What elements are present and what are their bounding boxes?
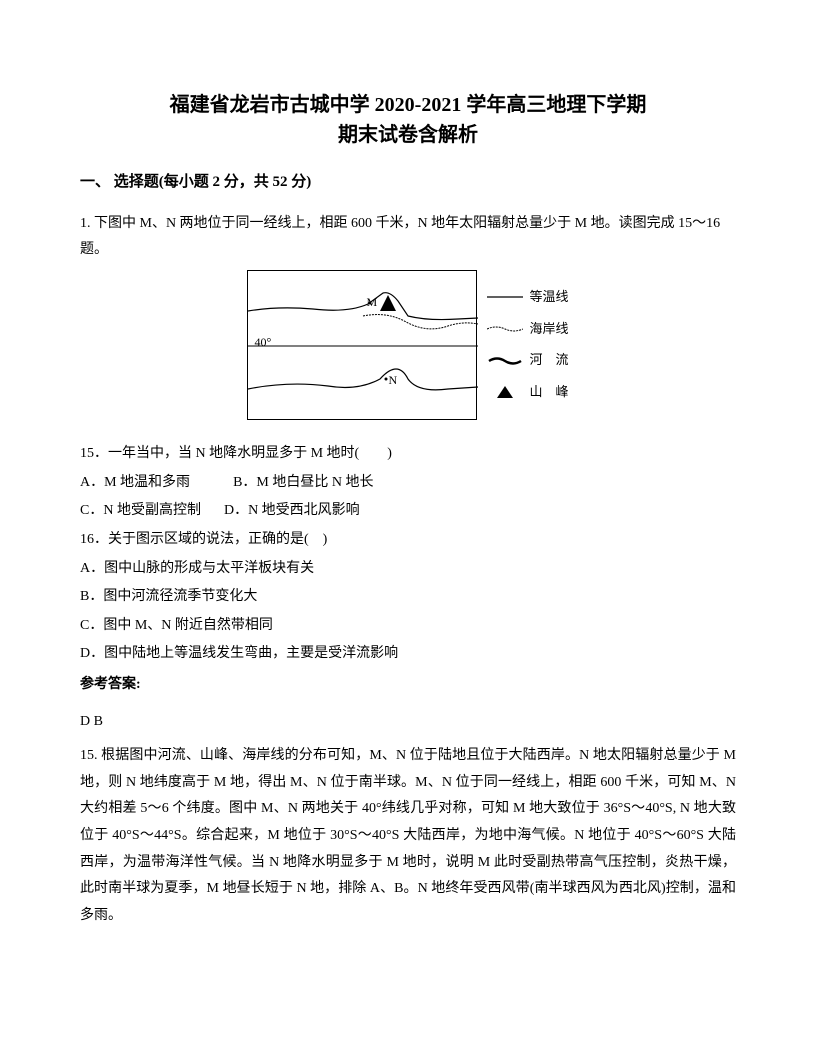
- title-line-1: 福建省龙岩市古城中学 2020-2021 学年高三地理下学期: [80, 90, 736, 120]
- lat-40-label: 40°: [254, 331, 271, 354]
- legend-isotherm-label: 等温线: [529, 285, 568, 310]
- exam-title: 福建省龙岩市古城中学 2020-2021 学年高三地理下学期 期末试卷含解析: [80, 90, 736, 150]
- section-1-header: 一、 选择题(每小题 2 分，共 52 分): [80, 168, 736, 197]
- q16-opt-d: D．图中陆地上等温线发生弯曲，主要是受洋流影响: [80, 641, 736, 668]
- q15-opt-b: B．M 地白昼比 N 地长: [233, 475, 373, 490]
- legend-peak: 山 峰: [487, 380, 568, 405]
- q16-stem: 16．关于图示区域的说法，正确的是( ): [80, 527, 736, 554]
- isotherm-icon: [487, 292, 523, 302]
- q15-stem: 15．一年当中，当 N 地降水明显多于 M 地时( ): [80, 441, 736, 468]
- map-svg: [248, 271, 478, 421]
- q1-intro: 1. 下图中 M、N 两地位于同一经线上，相距 600 千米，N 地年太阳辐射总…: [80, 211, 736, 264]
- q15-options-ab: A．M 地温和多雨 B．M 地白昼比 N 地长: [80, 470, 736, 497]
- river-icon: [487, 355, 523, 367]
- q16-opt-b: B．图中河流径流季节变化大: [80, 584, 736, 611]
- q16-opt-c: C．图中 M、N 附近自然带相同: [80, 613, 736, 640]
- legend-river: 河 流: [487, 348, 568, 373]
- legend-river-label: 河 流: [529, 348, 568, 373]
- title-line-2: 期末试卷含解析: [80, 120, 736, 150]
- answer-text: D B: [80, 709, 736, 736]
- peak-icon: [487, 385, 523, 399]
- diagram-wrapper: M N 40° 等温线 海岸线 河 流: [247, 270, 568, 420]
- legend-peak-label: 山 峰: [529, 380, 568, 405]
- q16-opt-a: A．图中山脉的形成与太平洋板块有关: [80, 556, 736, 583]
- legend-coastline-label: 海岸线: [529, 317, 568, 342]
- q15-options-cd: C．N 地受副高控制 D．N 地受西北风影响: [80, 498, 736, 525]
- q15-opt-c: C．N 地受副高控制: [80, 503, 201, 518]
- coastline-icon: [487, 324, 523, 334]
- diagram-container: M N 40° 等温线 海岸线 河 流: [80, 270, 736, 432]
- point-m-label: M: [366, 291, 377, 314]
- map-diagram: M N 40°: [247, 270, 477, 420]
- diagram-legend: 等温线 海岸线 河 流 山 峰: [487, 285, 568, 405]
- explanation-15: 15. 根据图中河流、山峰、海岸线的分布可知，M、N 位于陆地且位于大陆西岸。N…: [80, 743, 736, 929]
- legend-coastline: 海岸线: [487, 317, 568, 342]
- legend-isotherm: 等温线: [487, 285, 568, 310]
- q15-opt-a: A．M 地温和多雨: [80, 475, 190, 490]
- point-n-label: N: [388, 369, 397, 392]
- q15-opt-d: D．N 地受西北风影响: [224, 503, 360, 518]
- answer-label: 参考答案:: [80, 672, 736, 699]
